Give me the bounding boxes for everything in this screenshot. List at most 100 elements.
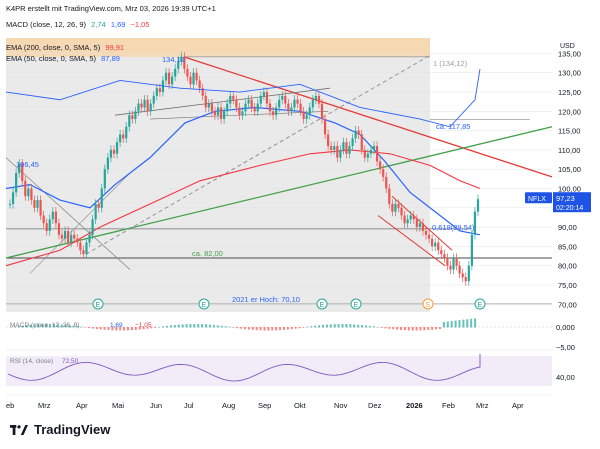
candle-body [27, 188, 30, 197]
macd-histogram-bar [29, 324, 32, 328]
price-badge-symbol [525, 192, 552, 204]
candle-body [229, 95, 232, 104]
annotation-ath-21: 2021 er Hoch: 70,10 [232, 295, 300, 304]
candle-body [342, 142, 345, 150]
macd-histogram-bar [130, 327, 133, 331]
candle-body [82, 250, 85, 255]
candle-body [94, 203, 97, 220]
y-tick-label: 105,00 [558, 165, 581, 174]
macd-histogram-bar [56, 324, 59, 328]
macd-histogram-bar [212, 324, 215, 328]
candle-body [174, 68, 177, 77]
macd-histogram-bar [462, 319, 465, 328]
macd-histogram-bar [353, 324, 356, 328]
macd-histogram-bar [103, 327, 106, 330]
candle-body [57, 223, 61, 235]
macd-histogram-bar [329, 324, 332, 328]
macd-histogram-bar [341, 324, 344, 328]
candle-body [406, 219, 409, 224]
candle-body [109, 149, 113, 158]
candle-body [311, 99, 314, 108]
candle-body [85, 242, 88, 255]
candle-body [271, 111, 275, 116]
candle-body [256, 103, 259, 112]
candle-body [281, 95, 284, 100]
price-badge-countdown: 02:20:14 [556, 205, 583, 212]
candle-body [137, 103, 140, 112]
candle-body [67, 230, 70, 243]
macd-histogram-bar [99, 327, 102, 330]
macd-axis-label-1: −5,00 [556, 343, 575, 352]
macd-histogram-bar [411, 327, 414, 331]
candle-body [293, 99, 296, 108]
candle-body [186, 68, 189, 77]
macd-histogram-bar [407, 327, 410, 331]
macd-histogram-bar [302, 327, 305, 328]
candle-body [45, 223, 48, 231]
candle-body [60, 234, 64, 239]
x-tick-label: Feb [442, 401, 455, 410]
macd-histogram-bar [205, 324, 207, 328]
rsi-axis-label: 40,00 [556, 373, 575, 382]
candle-body [409, 215, 412, 220]
candle-body [431, 238, 434, 247]
macd-histogram-bar [21, 325, 24, 328]
macd-histogram-bar [458, 320, 461, 328]
candle-body [452, 257, 455, 270]
price-badge-last: 97,23 [556, 194, 575, 203]
macd-histogram-bar [166, 325, 168, 328]
candle-body [15, 173, 18, 193]
candle-body [198, 80, 201, 89]
macd-histogram-bar [216, 325, 219, 328]
candle-body [323, 119, 327, 135]
candle-body [42, 215, 45, 224]
candle-body [143, 99, 146, 108]
candle-body [106, 157, 109, 170]
candle-body [470, 234, 473, 266]
candle-body [446, 257, 449, 266]
macd-histogram-bar [400, 327, 402, 330]
macd-histogram-bar [88, 327, 90, 329]
macd-histogram-bar [333, 324, 336, 328]
macd-histogram-bar [134, 327, 137, 330]
candle-body [207, 103, 210, 108]
macd-histogram-bar [419, 327, 422, 331]
macd-histogram-bar [169, 325, 172, 328]
candle-body [449, 265, 452, 270]
candle-body [241, 111, 244, 116]
tradingview-brand[interactable]: TradingView [10, 422, 110, 437]
macd-histogram-bar [364, 325, 367, 328]
macd-histogram-bar [64, 324, 67, 328]
event-marker [350, 298, 362, 310]
y-tick-label: 100,00 [558, 185, 581, 194]
price-badge-symbol-text: NFLX [528, 196, 546, 203]
candle-body [391, 203, 394, 212]
candle-body [125, 126, 128, 139]
macd-panel-value-2: −1,05 [135, 322, 152, 329]
y-tick-label: 80,00 [558, 262, 577, 271]
macd-histogram-bar [435, 327, 438, 330]
candle-body [366, 153, 369, 158]
candle-body [434, 242, 437, 247]
macd-histogram-bar [263, 327, 266, 331]
macd-histogram-bar [322, 324, 324, 328]
y-tick-label: 115,00 [558, 127, 580, 136]
macd-histogram-bar [271, 327, 274, 331]
fib-dashed-line [85, 54, 431, 255]
macd-histogram-bar [442, 322, 445, 328]
macd-legend-value-3: −1,05 [130, 20, 150, 29]
candle-body [351, 138, 354, 147]
red-channel-bottom [377, 215, 446, 267]
candle-body [73, 234, 76, 239]
macd-histogram-bar [403, 327, 406, 331]
candle-body [427, 234, 431, 239]
candle-body [63, 230, 67, 239]
macd-histogram-bar [247, 327, 250, 330]
macd-histogram-bar [41, 324, 44, 328]
candle-body [216, 107, 220, 116]
candle-body [360, 134, 363, 150]
candle-body [375, 146, 379, 162]
macd-histogram-bar [17, 326, 20, 328]
y-tick-label: 130,00 [558, 69, 581, 78]
